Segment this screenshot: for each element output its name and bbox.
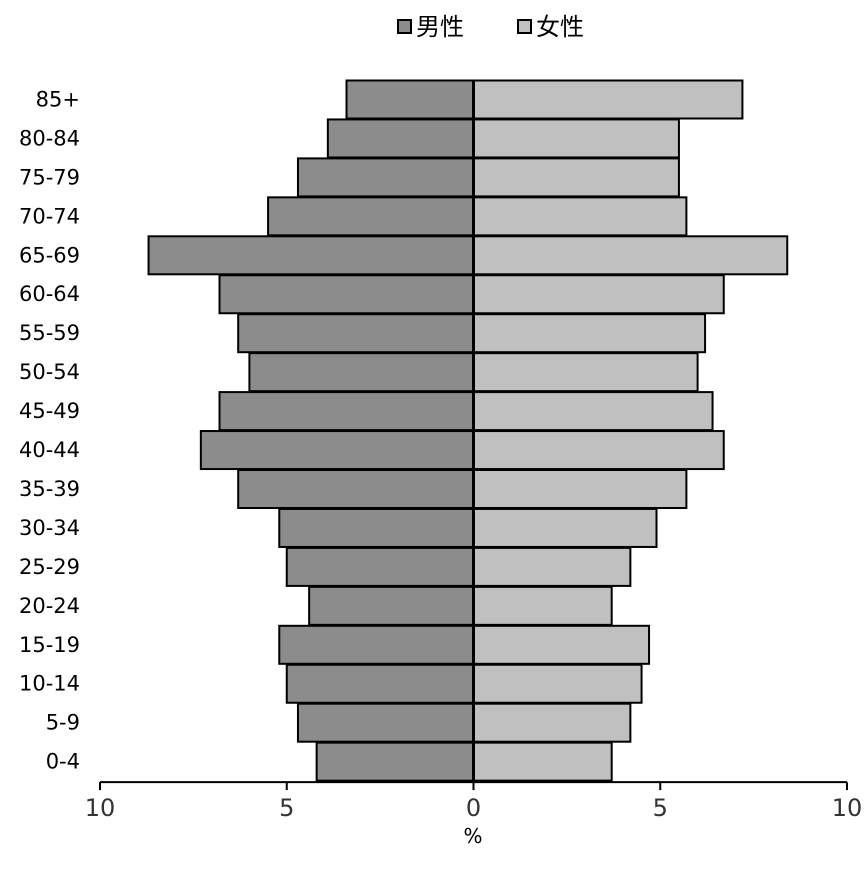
x-tick-label: 5 xyxy=(279,794,294,822)
y-tick-label: 30-34 xyxy=(19,516,80,540)
x-tick-label: 5 xyxy=(653,794,668,822)
bars xyxy=(147,79,789,782)
legend-swatch-female xyxy=(517,19,532,34)
bar-female-25-29 xyxy=(472,546,632,587)
y-axis-labels: 85+ 80-84 75-79 70-74 65-69 60-64 55-59 50-54 45… xyxy=(19,87,80,773)
bar-male-30-34 xyxy=(278,507,475,548)
y-tick-label: 75-79 xyxy=(19,165,80,189)
bar-female-75-79 xyxy=(472,157,680,198)
bar-female-35-39 xyxy=(472,469,688,509)
y-tick-label: 50-54 xyxy=(19,360,80,384)
bar-male-75-79 xyxy=(296,157,475,198)
legend-swatch-male xyxy=(397,19,412,34)
bar-male-55-59 xyxy=(237,313,475,354)
bar-female-5-9 xyxy=(472,702,632,743)
x-tick-label: 10 xyxy=(832,794,863,822)
bar-male-85+ xyxy=(345,79,475,120)
legend: 男性 女性 xyxy=(397,13,584,41)
bar-female-70-74 xyxy=(472,196,688,237)
bar-male-0-4 xyxy=(315,741,475,782)
y-tick-label: 85+ xyxy=(36,87,80,111)
bar-female-60-64 xyxy=(472,274,725,315)
y-tick-label: 40-44 xyxy=(19,438,80,462)
y-tick-label: 65-69 xyxy=(19,243,80,267)
bar-female-45-49 xyxy=(472,391,714,432)
y-tick-label: 15-19 xyxy=(19,633,80,657)
y-tick-label: 60-64 xyxy=(19,282,80,306)
bar-female-65-69 xyxy=(472,235,789,276)
y-tick-label: 55-59 xyxy=(19,321,80,345)
bar-male-60-64 xyxy=(218,274,475,315)
y-tick-label: 35-39 xyxy=(19,477,80,501)
y-tick-label: 5-9 xyxy=(46,711,80,735)
bar-male-5-9 xyxy=(296,702,475,743)
legend-label-female: 女性 xyxy=(536,13,584,41)
bar-female-0-4 xyxy=(472,741,613,782)
bar-male-80-84 xyxy=(326,118,475,159)
y-tick-label: 70-74 xyxy=(19,204,80,228)
bar-male-65-69 xyxy=(147,235,475,276)
bar-female-15-19 xyxy=(472,624,651,665)
bar-female-40-44 xyxy=(472,430,725,471)
x-tick-label: 10 xyxy=(85,794,116,822)
bar-male-20-24 xyxy=(308,585,475,626)
bar-male-40-44 xyxy=(199,430,475,471)
y-tick-label: 0-4 xyxy=(46,750,80,774)
legend-label-male: 男性 xyxy=(416,13,464,41)
y-tick-label: 45-49 xyxy=(19,399,80,423)
bar-female-10-14 xyxy=(472,663,643,704)
bar-male-35-39 xyxy=(237,469,475,509)
x-axis-labels: 10 5 0 5 10 xyxy=(85,794,863,822)
bar-male-45-49 xyxy=(218,391,475,432)
y-tick-label: 80-84 xyxy=(19,126,80,150)
bar-female-85+ xyxy=(472,79,744,120)
bar-female-20-24 xyxy=(472,585,613,626)
bar-female-30-34 xyxy=(472,507,658,548)
y-tick-label: 25-29 xyxy=(19,555,80,579)
y-tick-label: 10-14 xyxy=(19,672,80,696)
axes xyxy=(99,80,848,791)
bar-female-55-59 xyxy=(472,313,707,354)
bar-male-15-19 xyxy=(278,624,475,665)
bar-male-50-54 xyxy=(248,352,475,393)
bar-female-80-84 xyxy=(472,118,680,159)
bar-female-50-54 xyxy=(472,352,699,393)
x-axis-title: % xyxy=(463,824,482,848)
bar-male-10-14 xyxy=(285,663,475,704)
bar-male-70-74 xyxy=(267,196,475,237)
y-tick-label: 20-24 xyxy=(19,594,80,618)
x-tick-label: 0 xyxy=(466,794,481,822)
bar-male-25-29 xyxy=(285,546,475,587)
